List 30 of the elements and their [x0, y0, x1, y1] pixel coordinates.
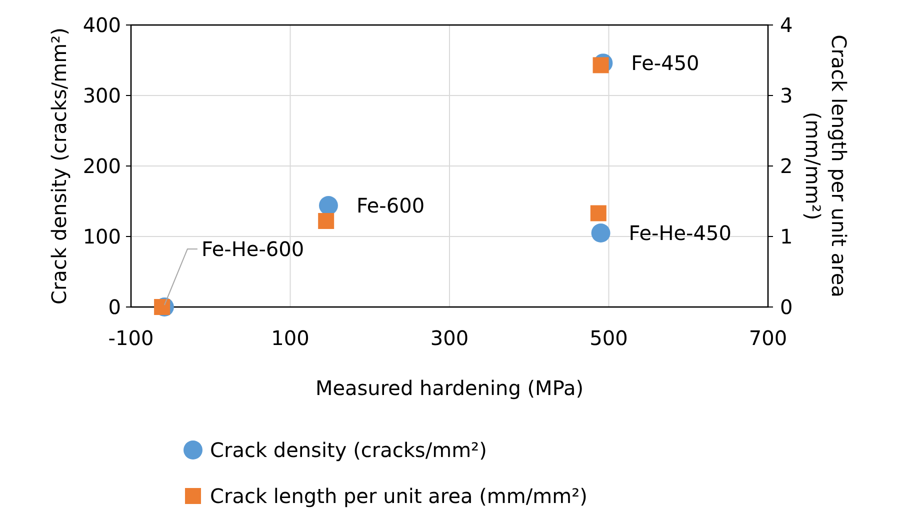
point — [592, 57, 609, 74]
y-tick-label: 200 — [82, 154, 121, 178]
legend-label: Crack length per unit area (mm/mm²) — [210, 484, 588, 508]
annotation: Fe-600 — [356, 193, 425, 218]
y2-tick-label: 1 — [780, 224, 793, 248]
point — [318, 212, 334, 229]
legend-label: Crack density (cracks/mm²) — [210, 438, 487, 462]
annotation: Fe-He-600 — [201, 237, 304, 261]
y2-axis-title: Crack length per unit area (mm/mm²) — [801, 34, 851, 298]
y-tick-label: 0 — [108, 295, 121, 319]
y-axis-title: Crack density (cracks/mm²) — [47, 28, 71, 304]
y2-tick-label: 0 — [780, 295, 793, 319]
x-tick-label: -100 — [108, 326, 154, 350]
point — [591, 223, 610, 242]
y2-tick-label: 2 — [780, 154, 793, 178]
y2-tick-label: 3 — [780, 84, 793, 108]
annotation: Fe-He-450 — [628, 220, 732, 245]
y2-tick-label: 4 — [780, 13, 793, 37]
y-tick-label: 100 — [82, 224, 121, 248]
point — [154, 299, 170, 315]
x-tick-label: 100 — [271, 326, 310, 350]
y-tick-label: 400 — [82, 13, 121, 37]
y-tick-label: 300 — [82, 84, 121, 108]
x-tick-label: 700 — [748, 326, 788, 350]
point — [318, 196, 338, 215]
annotation: Fe-450 — [631, 51, 700, 76]
x-axis-title: Measured hardening (MPa) — [315, 376, 584, 400]
x-tick-label: 300 — [430, 326, 469, 350]
point — [590, 205, 606, 222]
x-tick-label: 500 — [590, 326, 628, 350]
